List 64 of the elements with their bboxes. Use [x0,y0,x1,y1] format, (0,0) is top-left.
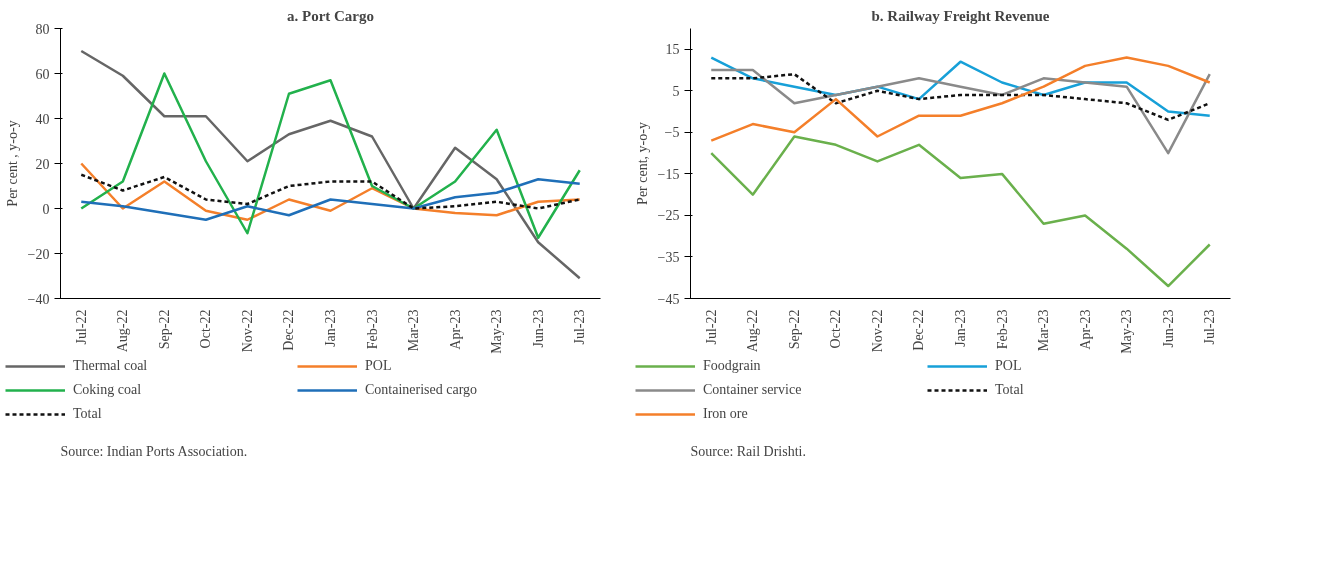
line-series [80,72,581,239]
x-tick-label: Jul-23 [1202,309,1218,345]
y-axis-title: Per cent , y-o-y [4,120,20,207]
line-series [710,72,1211,122]
x-tick-label: Apr-23 [1077,309,1093,350]
x-tick-label: Feb-23 [994,309,1010,350]
source-note: Source: Indian Ports Association. [60,443,248,459]
x-tick-label: Jan-23 [953,309,968,347]
line-series [80,49,581,280]
legend-label: Coking coal [73,382,143,398]
y-tick-label: 60 [35,66,50,82]
x-tick-label: Nov-22 [239,309,255,353]
x-tick-label: Mar-23 [1036,309,1052,352]
chart-title: a. Port Cargo [286,7,375,24]
y-tick-label: 15 [665,42,680,58]
line-series [710,135,1211,288]
x-tick-label: Aug-22 [115,309,131,353]
x-tick-label: Jan-23 [323,309,338,347]
x-tick-label: Sep-22 [786,309,802,350]
x-tick-label: Jun-23 [1160,309,1176,348]
y-tick-label: 0 [42,201,50,217]
y-tick-label: −20 [27,246,50,262]
y-tick-label: 20 [35,156,50,172]
line-series [710,68,1211,155]
x-tick-label: Aug-22 [745,309,761,353]
x-tick-label: Jul-22 [73,309,89,345]
x-tick-label: May-23 [489,309,505,354]
y-tick-label: −5 [664,125,680,141]
line-series [80,173,581,210]
legend-label: Total [73,406,103,422]
legend-label: POL [995,358,1023,374]
x-tick-label: May-23 [1119,309,1135,354]
y-tick-label: −40 [27,291,50,307]
x-tick-label: Oct-22 [198,309,214,349]
x-tick-label: Oct-22 [828,309,844,349]
legend-label: Thermal coal [73,358,149,374]
y-tick-label: 80 [35,21,50,37]
y-tick-label: 40 [35,111,50,127]
legend-label: Iron ore [703,406,749,422]
legend-label: Container service [703,382,803,398]
legend-label: Foodgrain [703,358,762,374]
line-series [710,56,1211,142]
x-tick-label: Sep-22 [156,309,172,350]
x-tick-label: Apr-23 [447,309,463,350]
legend-label: Containerised cargo [365,382,479,398]
y-tick-label: −45 [657,291,680,307]
legend-label: Total [995,382,1025,398]
y-tick-label: −35 [657,249,680,265]
x-tick-label: Jun-23 [530,309,546,348]
x-tick-label: Dec-22 [911,309,927,351]
y-tick-label: −15 [657,166,680,182]
legend-label: POL [365,358,393,374]
chart-title: b. Railway Freight Revenue [871,7,1050,24]
x-tick-label: Dec-22 [281,309,297,351]
x-tick-label: Jul-23 [572,309,588,345]
x-tick-label: Jul-22 [703,309,719,345]
x-tick-label: Mar-23 [406,309,422,352]
y-tick-label: 5 [672,83,680,99]
y-axis-title: Per cent, y-o-y [634,122,650,205]
source-note: Source: Rail Drishti. [690,443,806,459]
x-tick-label: Feb-23 [364,309,380,350]
line-series [80,178,581,221]
x-tick-label: Nov-22 [869,309,885,353]
y-tick-label: −25 [657,208,680,224]
